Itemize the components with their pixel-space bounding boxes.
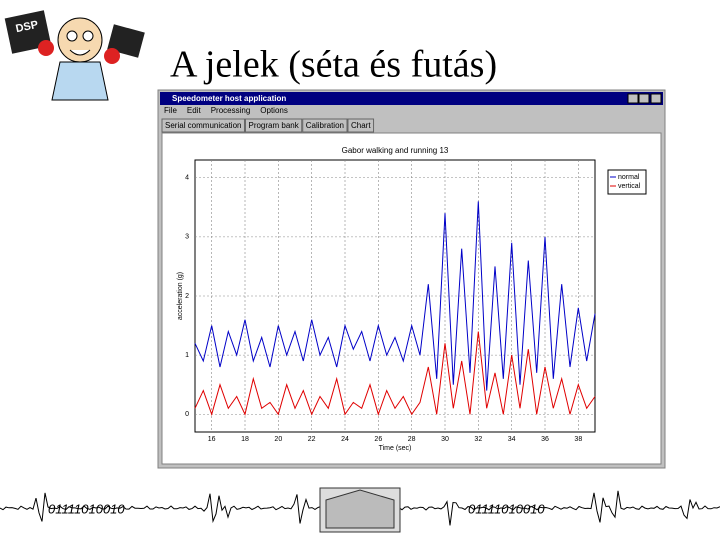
x-tick-label: 16 <box>208 436 216 443</box>
x-tick-label: 22 <box>308 436 316 443</box>
x-tick-label: 38 <box>574 436 582 443</box>
tab[interactable]: Calibration <box>302 118 348 133</box>
slide-title: A jelek (séta és futás) <box>170 44 497 86</box>
menu-item[interactable]: Processing <box>211 106 251 115</box>
x-tick-label: 36 <box>541 436 549 443</box>
window-title: Speedometer host application <box>172 94 286 103</box>
title-bar <box>160 92 663 105</box>
mouth <box>69 49 91 56</box>
x-tick-label: 28 <box>408 436 416 443</box>
tab[interactable]: Serial communication <box>161 118 245 133</box>
data-line <box>194 201 596 391</box>
data-line <box>194 331 596 416</box>
x-tick-label: 20 <box>274 436 282 443</box>
y-tick-label: 2 <box>185 293 189 300</box>
x-axis-label: Time (sec) <box>379 445 412 452</box>
tab-frame <box>161 118 245 133</box>
minimize-button[interactable] <box>627 93 639 104</box>
body <box>51 61 109 101</box>
cartoon-label: DSP <box>15 19 40 35</box>
x-tick-label: 18 <box>241 436 249 443</box>
eye <box>82 30 94 42</box>
y-tick-label: 4 <box>185 175 189 182</box>
maximize-button[interactable] <box>638 93 650 104</box>
x-tick-label: 30 <box>441 436 449 443</box>
tab-label: Calibration <box>306 121 344 130</box>
binary-text: 01111010010 <box>48 501 125 516</box>
x-tick-label: 34 <box>508 436 516 443</box>
y-tick-label: 1 <box>185 352 189 359</box>
tab-frame <box>347 118 375 133</box>
y-tick-label: 0 <box>185 411 189 418</box>
tab[interactable]: Program bank <box>244 118 303 133</box>
tab-label: Serial communication <box>165 121 241 130</box>
tab-frame <box>244 118 303 133</box>
glove <box>38 40 54 56</box>
glove <box>104 48 120 64</box>
tab-label: Chart <box>351 121 371 130</box>
chart-title: Gabor walking and running 13 <box>342 146 449 155</box>
menu-item[interactable]: Edit <box>187 106 202 115</box>
y-tick-label: 3 <box>185 234 189 241</box>
tab[interactable]: Chart <box>347 118 375 133</box>
x-tick-label: 26 <box>374 436 382 443</box>
legend-label: normal <box>618 174 640 181</box>
close-button[interactable] <box>650 93 662 104</box>
menu-item[interactable]: Options <box>260 106 288 115</box>
tab-label: Program bank <box>248 121 299 130</box>
tab-frame <box>302 118 348 133</box>
x-tick-label: 32 <box>474 436 482 443</box>
building <box>325 489 395 529</box>
eye <box>66 30 78 42</box>
sign <box>4 10 52 54</box>
menu-item[interactable]: File <box>164 106 177 115</box>
x-tick-label: 24 <box>341 436 349 443</box>
legend-label: vertical <box>618 183 641 190</box>
legend-box <box>607 169 647 195</box>
binary-text: 01111010010 <box>468 501 545 516</box>
chip <box>107 24 145 58</box>
y-axis-label: acceleration (g) <box>177 272 184 320</box>
cartoon: DSP <box>4 10 145 101</box>
